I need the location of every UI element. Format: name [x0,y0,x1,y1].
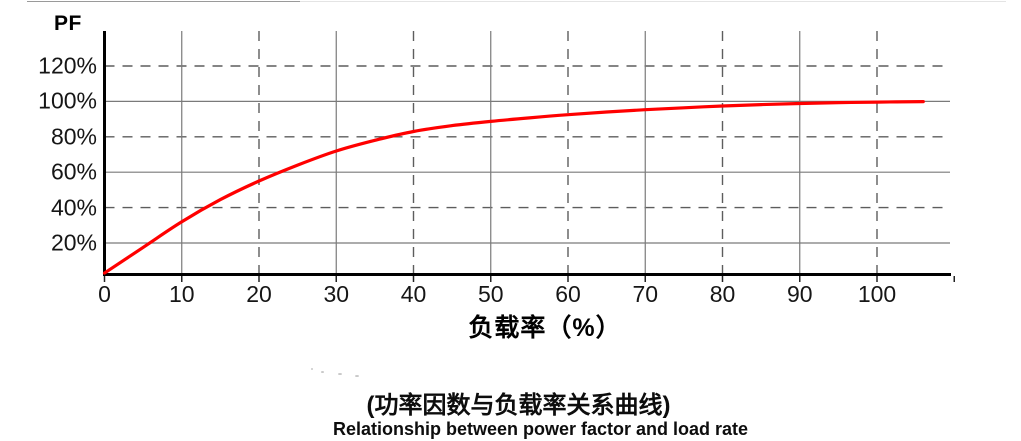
x-tick-label-0: 0 [98,281,111,307]
y-axis-title: PF [54,12,82,35]
x-tick-label-30: 30 [323,281,350,307]
x-tick-label-70: 70 [632,281,659,307]
y-tick-label-120: 120% [38,52,97,79]
x-tick-label-10: 10 [168,281,195,307]
x-tick-label-50: 50 [477,281,504,307]
scan-smudge [338,373,342,375]
y-tick-label-80: 80% [50,123,97,150]
x-tick-label-20: 20 [246,281,272,307]
pf-curve [102,100,925,275]
figure-caption-chinese: (功率因数与负载率关系曲线) [366,392,671,419]
page-edge-line [27,1,300,2]
x-tick-label-60: 60 [555,281,581,307]
x-tick-label-90: 90 [786,281,813,307]
y-tick-label-40: 40% [50,194,97,221]
y-tick-label-60: 60% [50,158,97,185]
x-tick-label-100: 100 [857,281,897,307]
scan-smudge [355,375,359,377]
x-tick-label-40: 40 [400,281,427,307]
figure-caption-english: Relationship between power factor and lo… [332,419,749,439]
scan-smudge [321,371,324,373]
y-tick-label-100: 100% [38,87,97,114]
scan-smudge [311,368,313,370]
x-tick-label-80: 80 [709,281,736,307]
page-edge-line-faint [300,1,1006,2]
x-axis-title: 负载率（%） [468,314,622,342]
y-tick-label-20: 20% [50,229,97,256]
